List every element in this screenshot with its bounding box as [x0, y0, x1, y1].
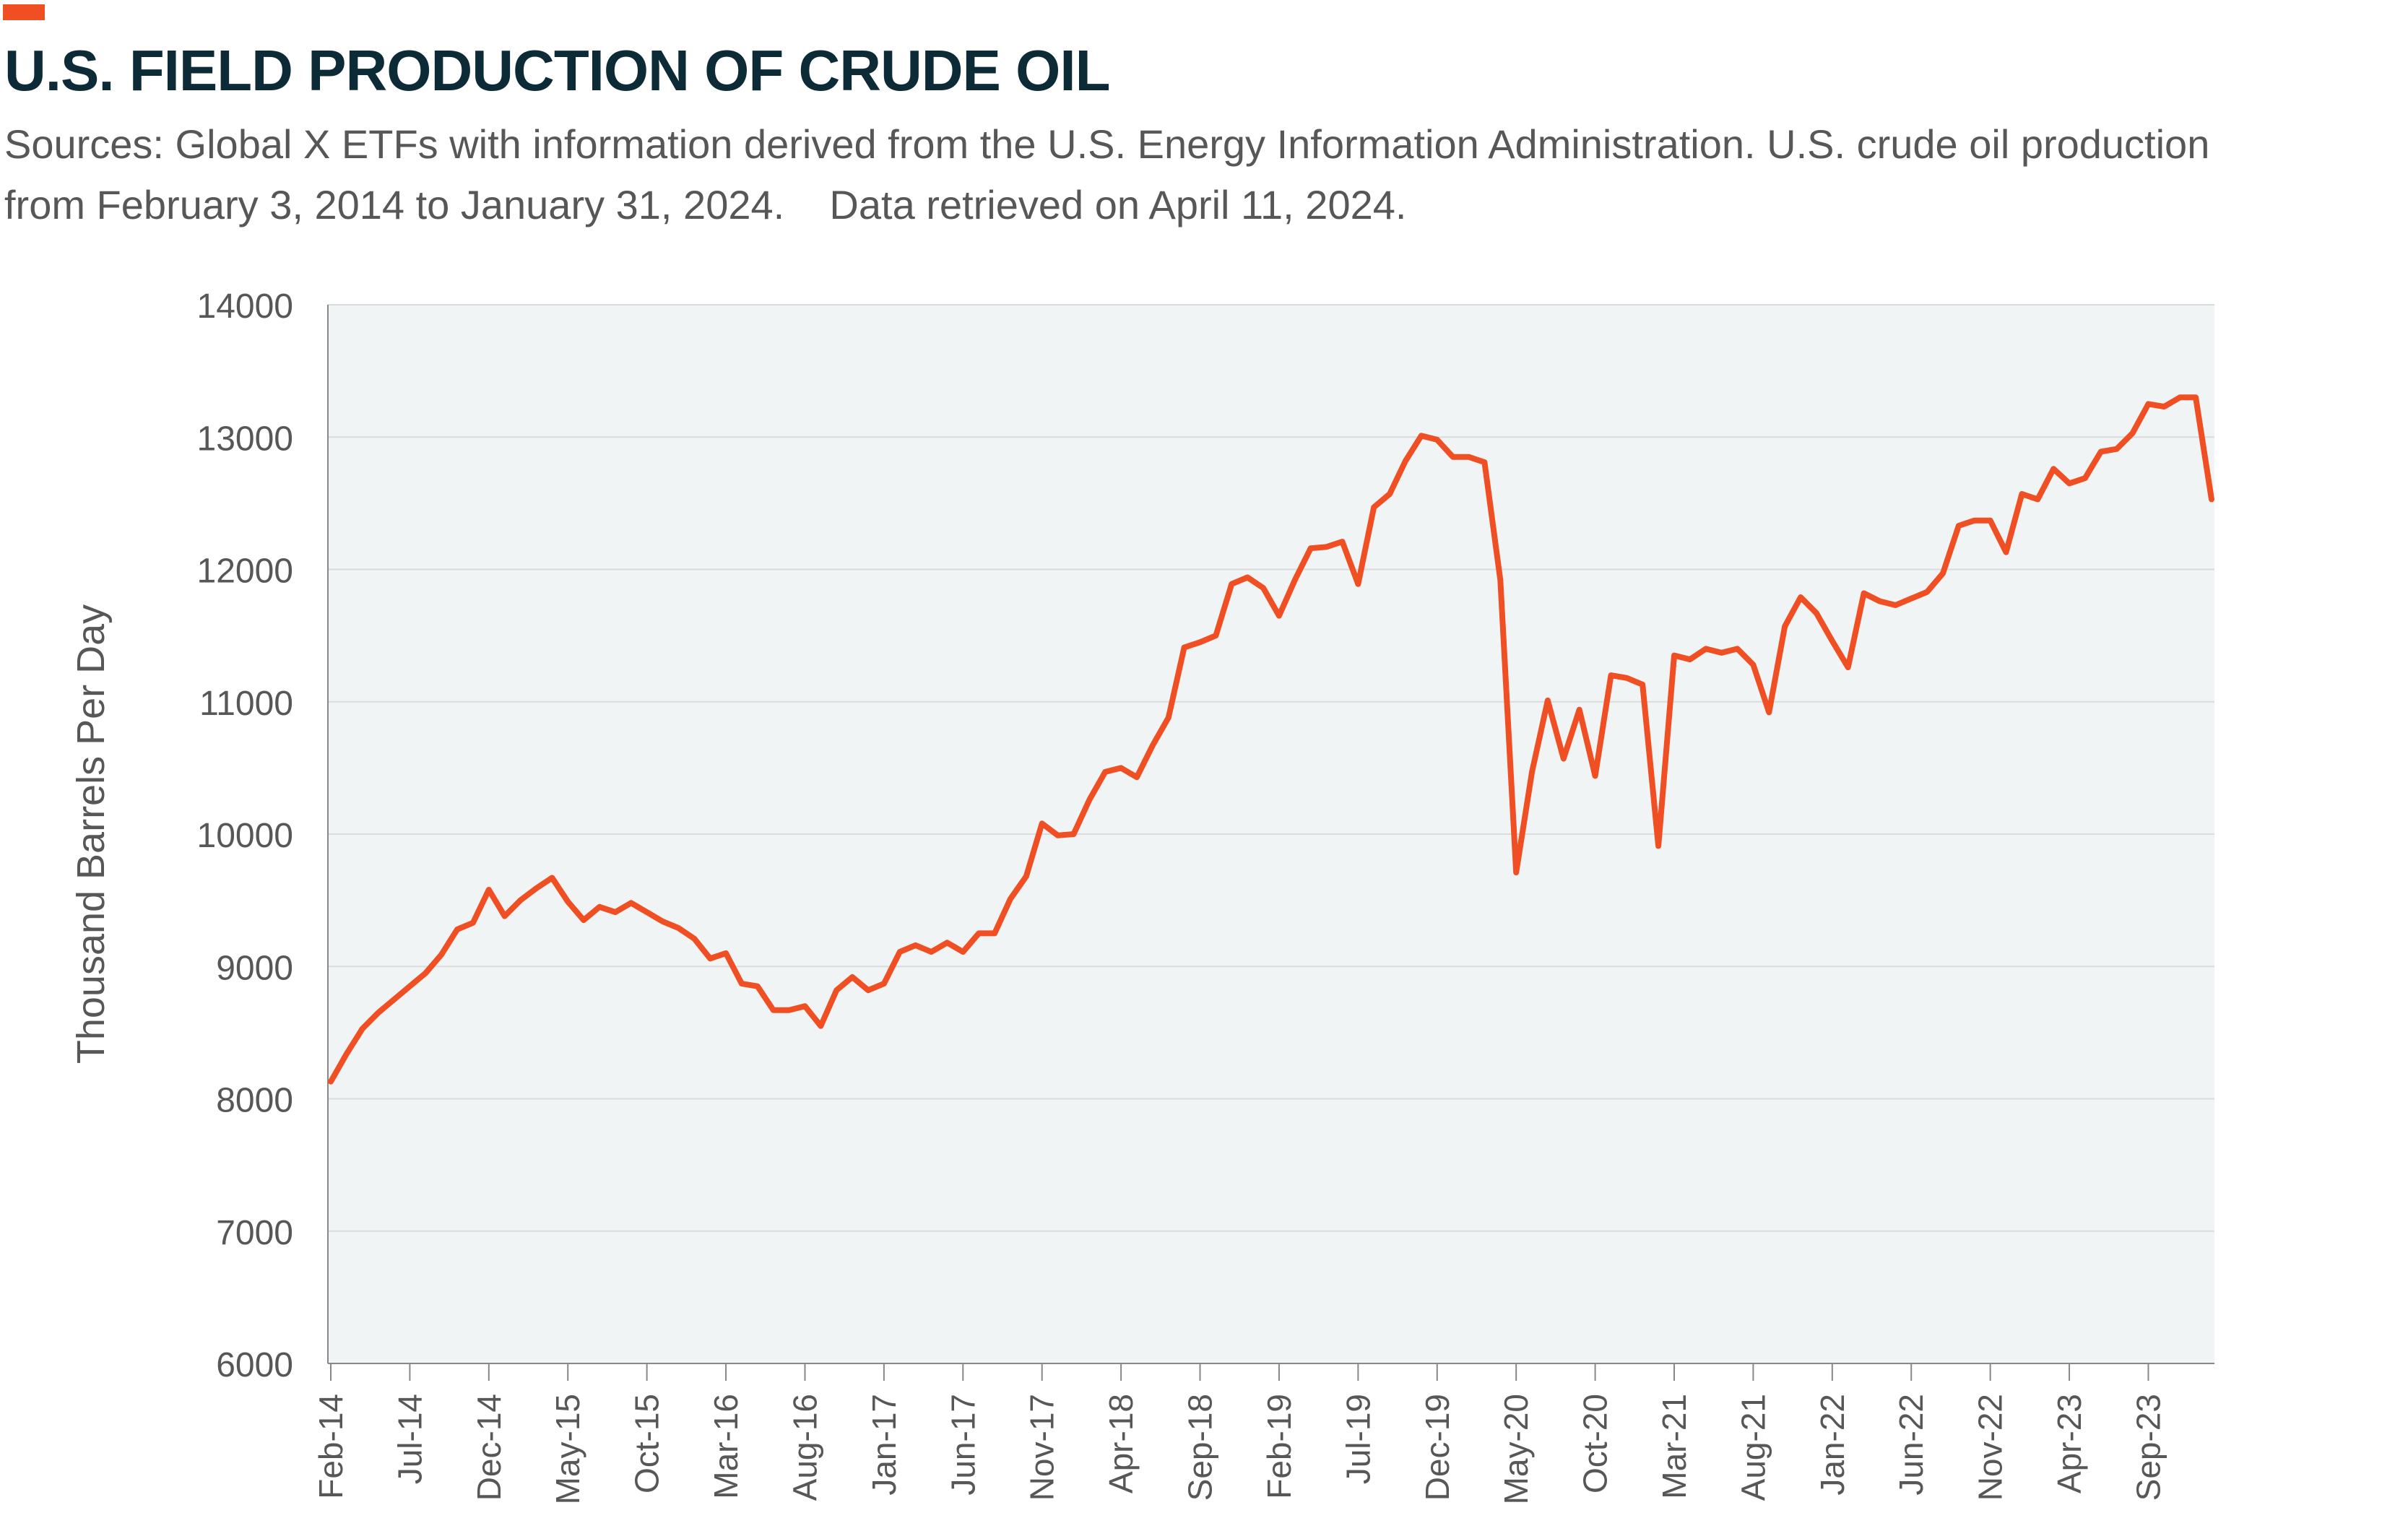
x-tick-label: May-15 [549, 1394, 586, 1504]
axes [327, 305, 2214, 1364]
y-tick-label: 11000 [199, 685, 293, 723]
x-tick-label: Mar-21 [1655, 1394, 1693, 1499]
y-axis-label: Thousand Barrels Per Day [69, 604, 113, 1064]
series-layer [328, 394, 2214, 1085]
y-tick-label: 14000 [197, 287, 293, 326]
x-tick-label: Dec-14 [470, 1394, 508, 1501]
x-tick-label: Jul-19 [1339, 1394, 1377, 1484]
y-tick-label: 6000 [216, 1346, 293, 1384]
x-tick-label: Feb-14 [312, 1394, 350, 1499]
chart-subtitle: Sources: Global X ETFs with information … [4, 114, 2402, 235]
y-tick-label: 12000 [197, 552, 293, 591]
x-tick-label: Aug-16 [786, 1394, 823, 1501]
x-tick-label: Jul-14 [391, 1394, 428, 1484]
x-tick-label: Sep-18 [1182, 1394, 1219, 1501]
x-tick-label: Oct-15 [628, 1394, 666, 1493]
x-tick-label: Nov-17 [1023, 1394, 1061, 1501]
x-tick-label: Nov-22 [1972, 1394, 2009, 1501]
x-tick-label: Apr-18 [1102, 1394, 1140, 1493]
y-tick-label: 9000 [216, 949, 293, 987]
x-tick-label: Dec-19 [1419, 1394, 1456, 1501]
x-tick-label: May-20 [1497, 1394, 1535, 1504]
x-tick-label: Jun-22 [1892, 1394, 1930, 1496]
x-tick-labels: Feb-14 Jul-14 Dec-14 May-15 Oct-15 Mar-16 Aug-… [312, 1363, 2167, 1504]
chart-title: U.S. FIELD PRODUCTION OF CRUDE OIL [4, 38, 1110, 103]
x-tick-label: Oct-20 [1577, 1394, 1614, 1493]
series-line-crude-oil-production [328, 394, 2214, 1085]
accent-bar [3, 4, 45, 20]
y-tick-label: 10000 [197, 817, 293, 855]
x-tick-label: Jan-17 [865, 1394, 903, 1496]
x-tick-label: Feb-19 [1260, 1394, 1298, 1499]
y-tick-label: 13000 [197, 420, 293, 458]
x-tick-label: Jan-22 [1814, 1394, 1851, 1496]
x-tick-label: Jun-17 [944, 1394, 982, 1496]
subtitle-line-2: from February 3, 2014 to January 31, 202… [4, 182, 1407, 227]
x-tick-label: Mar-16 [707, 1394, 745, 1499]
x-tick-label: Sep-23 [2129, 1394, 2167, 1501]
y-tick-labels: 6000 7000 8000 9000 10000 11000 12000 13000 1400… [197, 287, 293, 1384]
gridlines [328, 304, 2214, 1232]
x-tick-label: Apr-23 [2050, 1394, 2088, 1493]
y-tick-label: 7000 [216, 1214, 293, 1252]
y-tick-label: 8000 [216, 1082, 293, 1120]
subtitle-line-1: Sources: Global X ETFs with information … [4, 121, 2210, 167]
x-tick-label: Aug-21 [1734, 1394, 1772, 1501]
